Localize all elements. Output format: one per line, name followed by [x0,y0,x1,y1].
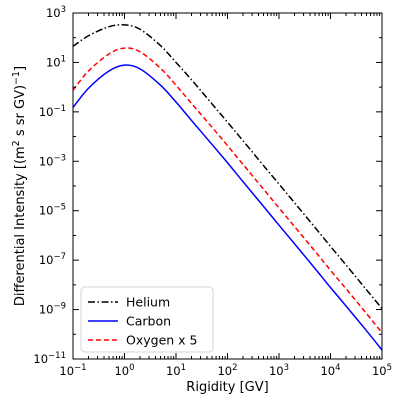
x-tick-label: 102 [217,363,237,378]
x-tick-label: 10−1 [59,363,86,378]
series-layer [72,23,383,351]
y-tick-label: 10−3 [39,153,66,168]
x-tick-label: 105 [372,363,392,378]
x-tick-label: 101 [166,363,186,378]
y-tick-label: 10−9 [39,302,66,317]
series-line-helium [72,23,383,310]
legend-label-carbon: Carbon [126,314,171,329]
plot-frame [72,12,383,360]
x-tick-label: 103 [269,363,289,378]
x-tick-labels: 10−1 100 101 102 103 104 105 [59,363,392,378]
y-tick-label: 10−11 [33,351,66,366]
y-tick-labels: 103 101 10−1 10−3 10−5 10−7 10−9 10−11 [33,5,66,366]
legend-box [80,286,214,353]
legend: Helium Carbon Oxygen x 5 [80,286,214,353]
x-tick-label: 100 [114,363,134,378]
legend-label-helium: Helium [126,295,170,310]
x-axis-title: Rigidity [GV] [186,380,268,395]
series-line-oxygen-x-5 [72,47,383,334]
y-tick-label: 10−5 [39,203,66,218]
y-tick-label: 101 [46,54,66,69]
x-tick-label: 104 [320,363,340,378]
legend-label-oxygen: Oxygen x 5 [126,333,197,348]
y-tick-label: 10−7 [39,252,66,267]
y-tick-label: 103 [46,5,66,20]
series-line-carbon [72,64,383,351]
y-axis-title: Differential Intensity [(m2 s sr GV)−1] [11,66,28,306]
y-tick-label: 10−1 [39,104,66,119]
